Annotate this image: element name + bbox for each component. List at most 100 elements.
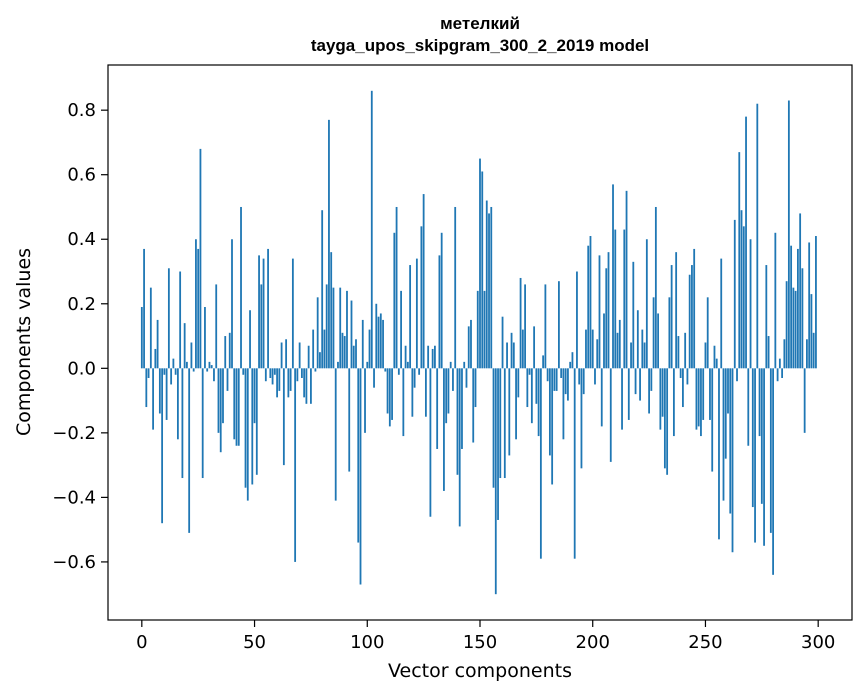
- bar: [508, 368, 511, 456]
- bar: [422, 194, 425, 369]
- bar: [192, 368, 195, 372]
- bar: [684, 332, 687, 369]
- x-tick-label: 200: [576, 632, 610, 653]
- bar: [530, 368, 533, 424]
- bar: [718, 368, 720, 540]
- bar: [152, 368, 154, 430]
- bar: [772, 368, 774, 575]
- bar: [578, 368, 581, 385]
- bar: [219, 368, 222, 453]
- bar: [636, 310, 639, 369]
- bar: [621, 368, 623, 430]
- bar: [485, 200, 488, 369]
- bar: [481, 171, 484, 369]
- bar: [778, 358, 781, 369]
- bar: [420, 226, 423, 369]
- bar: [228, 332, 231, 369]
- bar: [501, 316, 504, 369]
- bar: [704, 342, 707, 369]
- bar: [483, 290, 486, 369]
- bar: [373, 368, 375, 388]
- bar: [591, 329, 594, 369]
- bar: [355, 339, 357, 369]
- bar: [476, 290, 479, 369]
- bar: [794, 290, 797, 369]
- bar: [679, 368, 682, 378]
- y-tick-label: 0.8: [67, 100, 96, 121]
- bar: [663, 368, 666, 469]
- bar: [612, 184, 614, 369]
- bar: [512, 342, 515, 369]
- bar: [533, 326, 536, 369]
- bar: [706, 297, 709, 369]
- bar: [691, 265, 693, 369]
- bar: [623, 229, 626, 369]
- bar: [677, 336, 680, 369]
- bar: [298, 342, 301, 369]
- y-tick-label: 0.4: [67, 229, 96, 250]
- bar: [174, 368, 177, 375]
- bar: [546, 368, 549, 382]
- bar: [682, 368, 684, 408]
- bar: [625, 190, 628, 369]
- bar: [314, 368, 317, 372]
- bar: [659, 368, 662, 430]
- bar: [738, 152, 741, 369]
- bar: [235, 368, 238, 446]
- bar: [368, 329, 371, 369]
- y-tick-label: 0.2: [67, 294, 96, 315]
- bar: [499, 368, 502, 479]
- bar: [183, 323, 186, 369]
- bar: [143, 248, 145, 369]
- x-tick-label: 100: [350, 632, 384, 653]
- bar: [145, 368, 148, 408]
- bar: [806, 339, 808, 369]
- bar: [693, 248, 696, 369]
- bar: [763, 368, 765, 546]
- bar: [334, 368, 337, 501]
- bar: [562, 368, 565, 440]
- y-tick-label: −0.2: [52, 423, 96, 444]
- bar: [445, 368, 448, 424]
- bar: [319, 352, 321, 369]
- bar: [614, 229, 617, 369]
- bar: [564, 368, 567, 395]
- bar: [438, 255, 441, 369]
- bar: [328, 119, 330, 369]
- plot-frame: [107, 64, 853, 621]
- bar: [339, 287, 342, 369]
- bar: [156, 319, 159, 369]
- bar: [792, 287, 795, 369]
- bar: [300, 368, 303, 378]
- bar: [567, 368, 569, 401]
- bar: [382, 319, 384, 369]
- bar: [688, 274, 691, 369]
- bar: [341, 332, 344, 369]
- x-axis-ticks: 0 50 100 150 200 250 300: [136, 620, 835, 653]
- bar: [808, 242, 811, 369]
- bar: [722, 368, 725, 501]
- bar: [427, 345, 430, 369]
- bar: [431, 348, 434, 369]
- bar: [526, 368, 529, 408]
- bar: [657, 313, 660, 369]
- bar: [776, 368, 779, 382]
- bar: [375, 303, 378, 369]
- bar: [413, 368, 416, 388]
- bar: [594, 368, 596, 385]
- bar: [790, 245, 793, 369]
- bar: [488, 213, 490, 369]
- bar: [330, 252, 333, 369]
- bar: [506, 342, 508, 369]
- bar: [736, 368, 738, 382]
- bar: [756, 103, 759, 369]
- bar: [231, 239, 233, 369]
- bar: [465, 368, 468, 388]
- bar: [312, 329, 315, 369]
- bar: [305, 368, 308, 404]
- bar: [740, 210, 743, 369]
- bar: [553, 368, 556, 391]
- bar: [199, 148, 202, 369]
- bar: [246, 368, 249, 501]
- bar: [720, 258, 723, 369]
